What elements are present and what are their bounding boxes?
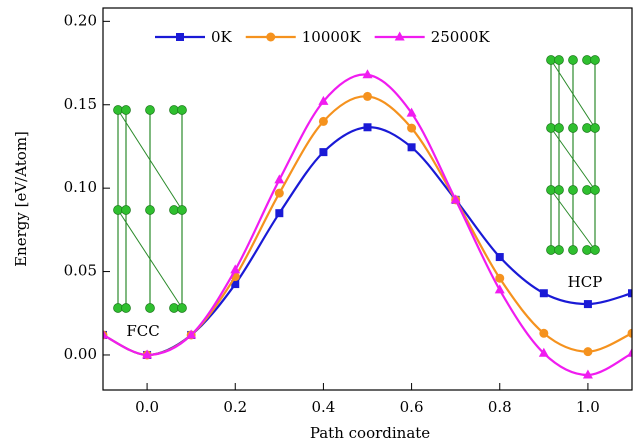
y-tick-label: 0.05 (64, 262, 97, 280)
marker (450, 194, 461, 204)
y-tick-label: 0.00 (64, 345, 97, 363)
marker (495, 273, 505, 283)
marker (274, 174, 285, 184)
x-tick-label: 1.0 (576, 398, 600, 416)
marker (627, 347, 632, 357)
marker (494, 284, 505, 294)
atom (169, 105, 179, 115)
bond (117, 109, 183, 211)
marker (628, 289, 632, 298)
marker (319, 148, 328, 157)
bond (550, 59, 596, 129)
bond (117, 209, 183, 309)
marker (538, 347, 549, 357)
atom (177, 205, 187, 215)
marker (394, 31, 405, 41)
marker (407, 143, 416, 152)
marker (407, 123, 417, 133)
plot-frame (102, 7, 633, 391)
atom (590, 185, 600, 195)
marker (495, 253, 504, 262)
marker (186, 329, 197, 339)
marker (176, 33, 184, 41)
marker (583, 347, 593, 357)
marker (275, 209, 284, 218)
marker (539, 289, 548, 298)
marker (363, 91, 372, 101)
atom (568, 245, 578, 255)
x-tick-label: 0.0 (135, 398, 159, 416)
atom (590, 123, 600, 133)
atom (554, 55, 564, 65)
atom (177, 303, 187, 313)
atom (568, 123, 578, 133)
legend-label: 25000K (431, 28, 491, 46)
plot-area (103, 69, 632, 379)
marker (231, 280, 240, 289)
legend-label: 0K (211, 28, 233, 46)
atom (145, 303, 155, 313)
marker (363, 123, 372, 132)
x-axis-label: Path coordinate (310, 424, 430, 442)
atom (554, 185, 564, 195)
marker (318, 116, 328, 126)
x-tick-label: 0.8 (488, 398, 512, 416)
bond (550, 127, 596, 191)
marker (406, 107, 417, 117)
atom (121, 205, 131, 215)
y-axis-label: Energy [eV/Atom] (12, 131, 30, 267)
marker (266, 32, 276, 42)
marker (362, 69, 373, 79)
marker (627, 328, 632, 338)
marker (142, 349, 153, 359)
atom (568, 185, 578, 195)
atom (177, 105, 187, 115)
bond (550, 189, 596, 251)
atom (169, 205, 179, 215)
marker (103, 329, 108, 339)
marker (539, 328, 549, 338)
atom (568, 55, 578, 65)
legend-label: 10000K (302, 28, 362, 46)
atom (554, 123, 564, 133)
marker (583, 300, 592, 309)
x-tick-label: 0.4 (311, 398, 335, 416)
atom (554, 245, 564, 255)
marker (274, 188, 284, 198)
atom (590, 245, 600, 255)
atom (145, 205, 155, 215)
atom (590, 55, 600, 65)
marker (230, 264, 241, 274)
x-tick-label: 0.2 (223, 398, 247, 416)
y-tick-label: 0.20 (64, 11, 97, 29)
atom (145, 105, 155, 115)
marker (318, 95, 329, 105)
marker (582, 369, 593, 379)
atom (121, 303, 131, 313)
y-tick-label: 0.15 (64, 95, 97, 113)
annotation: HCP (568, 273, 603, 291)
atom (121, 105, 131, 115)
x-tick-label: 0.6 (400, 398, 424, 416)
crystal-structures (113, 55, 600, 313)
atom (169, 303, 179, 313)
annotation: FCC (126, 322, 159, 340)
y-tick-label: 0.10 (64, 178, 97, 196)
